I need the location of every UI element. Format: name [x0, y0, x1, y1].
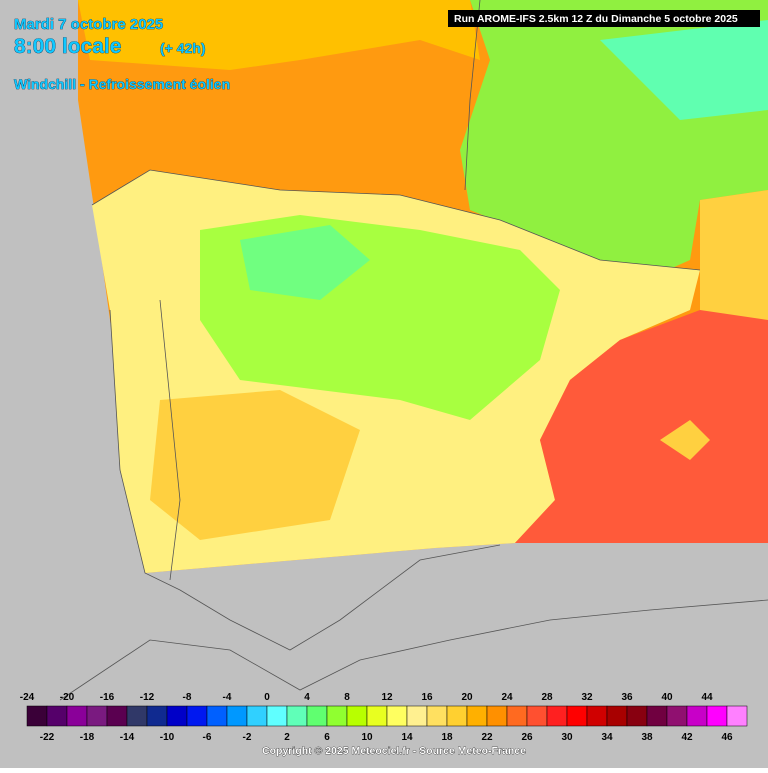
legend-label: -12 — [140, 692, 155, 703]
legend-label: -24 — [20, 692, 35, 703]
color-swatch — [126, 705, 148, 727]
color-swatch — [586, 705, 608, 727]
legend-label: 10 — [361, 732, 373, 743]
color-swatch — [346, 705, 368, 727]
color-swatch — [246, 705, 268, 727]
color-swatch — [106, 705, 128, 727]
color-swatch — [546, 705, 568, 727]
run-box — [448, 10, 760, 27]
color-swatch — [286, 705, 308, 727]
legend-label: 32 — [581, 692, 593, 703]
copyright: Copyright © 2025 Meteociel.fr - Source M… — [262, 745, 526, 757]
color-swatch — [446, 705, 468, 727]
color-swatch — [506, 705, 528, 727]
color-swatch — [206, 705, 228, 727]
legend-label: 12 — [381, 692, 393, 703]
legend-label: 46 — [721, 732, 733, 743]
legend-label: 34 — [601, 732, 613, 743]
color-swatch — [266, 705, 288, 727]
color-swatch — [646, 705, 668, 727]
legend-label: 16 — [421, 692, 433, 703]
legend-label: 14 — [401, 732, 413, 743]
legend-label: 2 — [284, 732, 290, 743]
legend-label: 20 — [461, 692, 473, 703]
color-swatch — [386, 705, 408, 727]
run-info: Run AROME-IFS 2.5km 12 Z du Dimanche 5 o… — [454, 13, 738, 25]
legend-label: 4 — [304, 692, 310, 703]
color-swatch — [146, 705, 168, 727]
legend-label: 6 — [324, 732, 330, 743]
color-swatch — [306, 705, 328, 727]
legend-label: 44 — [701, 692, 713, 703]
legend-label: -8 — [183, 692, 192, 703]
color-swatch — [526, 705, 548, 727]
color-swatch — [186, 705, 208, 727]
color-swatch — [606, 705, 628, 727]
legend-label: -18 — [80, 732, 95, 743]
color-swatch — [666, 705, 688, 727]
color-swatch — [726, 705, 748, 727]
legend-label: -20 — [60, 692, 75, 703]
legend-label: -22 — [40, 732, 55, 743]
color-swatch — [86, 705, 108, 727]
legend-label: 26 — [521, 732, 533, 743]
legend-label: 40 — [661, 692, 673, 703]
legend-label: 30 — [561, 732, 573, 743]
legend-label: 36 — [621, 692, 633, 703]
color-swatch — [166, 705, 188, 727]
color-swatch — [686, 705, 708, 727]
date: Mardi 7 octobre 2025 — [14, 16, 163, 33]
legend-label: 38 — [641, 732, 653, 743]
color-swatch — [466, 705, 488, 727]
color-swatch — [426, 705, 448, 727]
color-swatch — [566, 705, 588, 727]
legend-label: 8 — [344, 692, 350, 703]
color-swatch — [226, 705, 248, 727]
borders — [59, 0, 768, 701]
lead-time: (+ 42h) — [160, 40, 206, 56]
legend-label: -16 — [100, 692, 115, 703]
legend-label: 28 — [541, 692, 553, 703]
parameter: Windchill - Refroissement éolien — [14, 76, 230, 92]
color-swatch — [406, 705, 428, 727]
legend-label: 22 — [481, 732, 493, 743]
color-swatch — [626, 705, 648, 727]
legend-label: -10 — [160, 732, 175, 743]
color-swatch — [326, 705, 348, 727]
color-swatch — [486, 705, 508, 727]
legend-label: 42 — [681, 732, 693, 743]
legend-label: 0 — [264, 692, 270, 703]
color-swatch — [366, 705, 388, 727]
legend-label: -4 — [223, 692, 232, 703]
color-swatch — [66, 705, 88, 727]
legend-label: -2 — [243, 732, 252, 743]
color-swatch — [706, 705, 728, 727]
legend-label: 18 — [441, 732, 453, 743]
time: 8:00 locale — [14, 35, 121, 58]
field — [78, 0, 768, 573]
color-swatch — [26, 705, 48, 727]
color-swatch — [46, 705, 68, 727]
legend-label: -6 — [203, 732, 212, 743]
legend-label: 24 — [501, 692, 513, 703]
legend-label: -14 — [120, 732, 135, 743]
legend: -24-22-20-18-16-14-12-10-8-6-4-202468101… — [20, 692, 748, 743]
